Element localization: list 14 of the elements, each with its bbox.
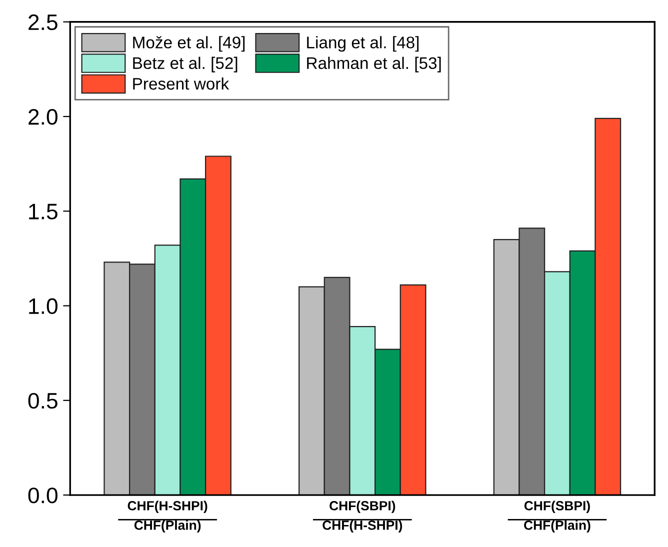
legend-label: Betz et al. [52] bbox=[133, 56, 238, 72]
legend-label: Present work bbox=[133, 77, 230, 90]
legend-label: Rahman et al. [53] bbox=[307, 56, 441, 72]
y-tick-label: 0.5 bbox=[28, 392, 58, 409]
y-tick-label: 1.5 bbox=[29, 204, 58, 220]
x-tick-label: CHF(SBPI) CHF(H-SHPI) bbox=[322, 500, 402, 532]
x-tick-label: CHF(H-SHPI) CHF(Plain) bbox=[128, 500, 208, 532]
y-tick-label: 2.5 bbox=[28, 14, 58, 30]
legend-label: Može et al. [49] bbox=[133, 36, 245, 52]
legend-label: Liang et al. [48] bbox=[307, 36, 419, 52]
y-tick-label: 0.0 bbox=[28, 488, 58, 504]
y-tick-label: 2.0 bbox=[28, 109, 58, 125]
y-tick-label: 1.0 bbox=[29, 298, 58, 314]
x-tick-label: CHF(SBPI) CHF(Plain) bbox=[524, 500, 590, 532]
